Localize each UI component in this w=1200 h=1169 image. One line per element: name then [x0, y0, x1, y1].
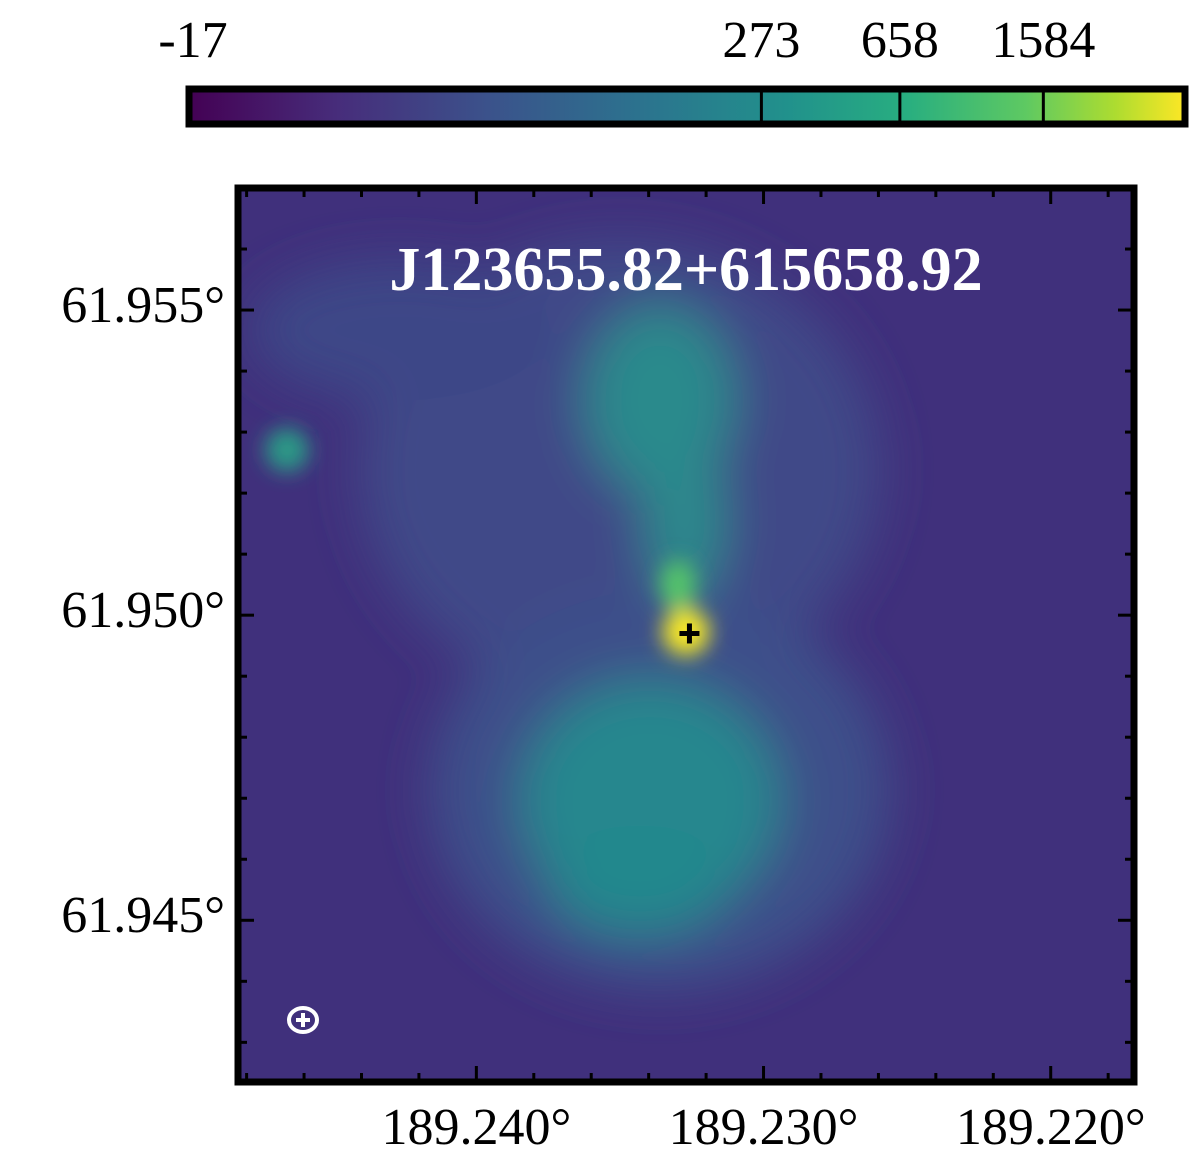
source-marker — [679, 623, 700, 644]
x-tick-label: 189.240° — [381, 1099, 571, 1156]
source-name: J123655.82+615658.92 — [389, 236, 982, 304]
colorbar-tick-label: 1584 — [991, 12, 1095, 69]
colorbar: -17 273 658 1584 — [158, 12, 1189, 128]
x-tick-label: 189.230° — [669, 1099, 859, 1156]
colorbar-tick-label: -17 — [158, 12, 227, 69]
colorbar-box — [185, 85, 1189, 128]
y-tick-label: 61.945° — [61, 887, 225, 944]
colorbar-tick-label: 658 — [861, 12, 939, 69]
y-tick-label: 61.955° — [61, 277, 225, 334]
y-tick-label: 61.950° — [61, 582, 225, 639]
colorbar-tick-label: 273 — [722, 12, 800, 69]
frame — [234, 184, 1138, 1086]
x-tick-label: 189.220° — [956, 1099, 1146, 1156]
